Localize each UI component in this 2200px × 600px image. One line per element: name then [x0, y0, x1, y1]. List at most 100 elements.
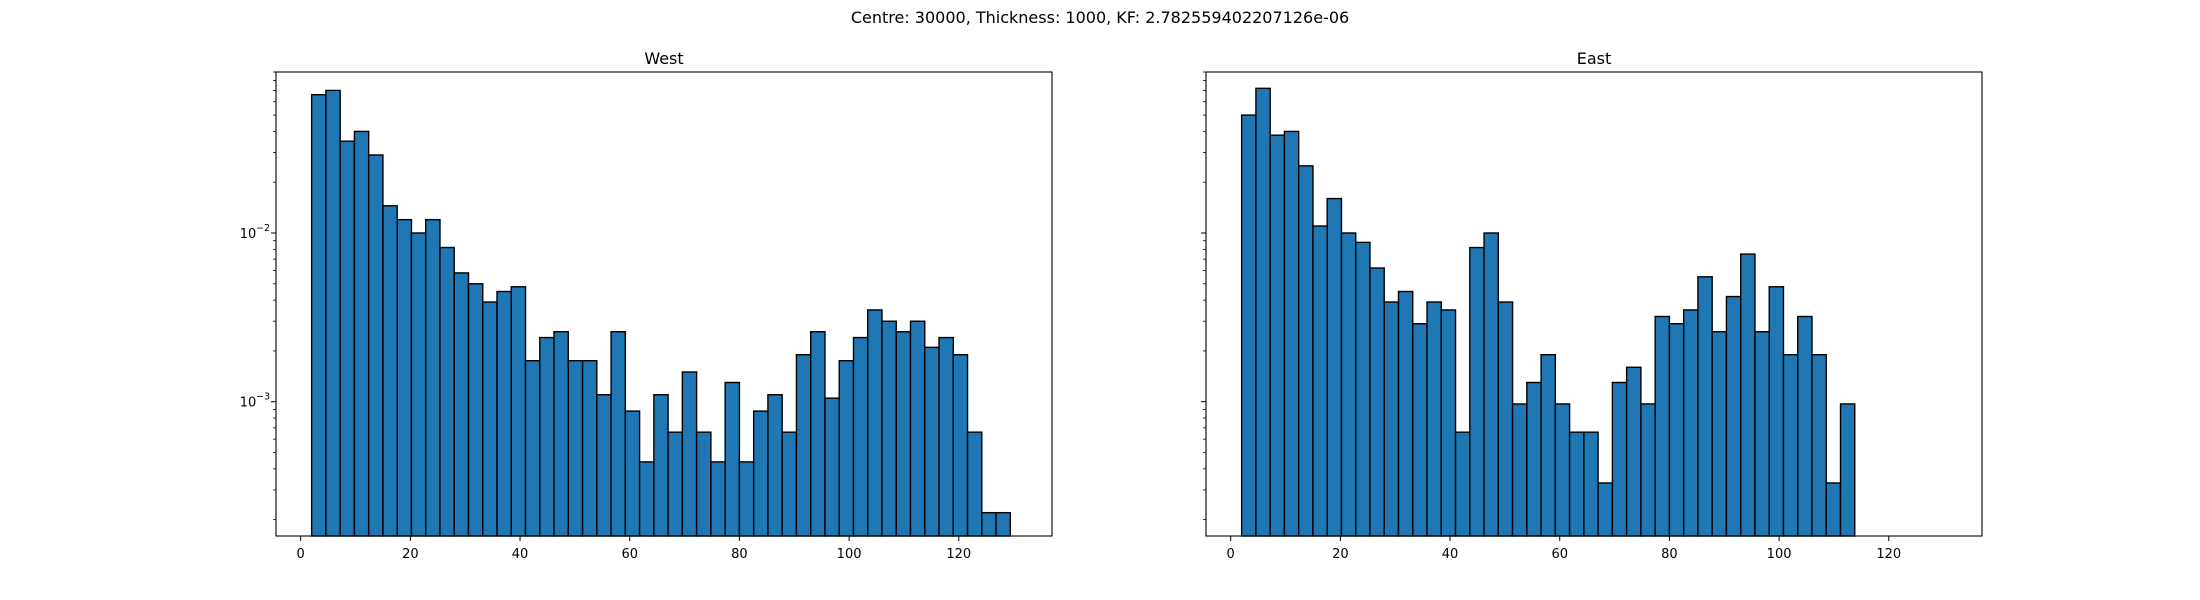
- east-panel-title: East: [1577, 49, 1612, 68]
- east-bar: [1583, 431, 1599, 537]
- east-bar: [1597, 482, 1614, 537]
- east-panel: East 0 20 40 60 80 100 120: [1201, 49, 1983, 562]
- west-x-tick-label: 40: [512, 547, 529, 562]
- east-bar: [1611, 381, 1628, 537]
- west-bar: [795, 353, 812, 537]
- east-bar: [1469, 246, 1485, 537]
- east-bar: [1568, 431, 1585, 537]
- west-bar: [767, 394, 783, 537]
- east-x-tick-label: 100: [1767, 547, 1792, 562]
- west-bar: [382, 205, 398, 537]
- west-bar: [852, 336, 869, 537]
- west-bar: [624, 410, 641, 537]
- west-bar: [810, 331, 826, 537]
- west-bar: [553, 331, 569, 537]
- west-bar: [567, 360, 584, 537]
- east-bar: [1497, 301, 1514, 537]
- east-bar: [1426, 301, 1442, 537]
- east-bar: [1668, 323, 1685, 537]
- east-bar: [1440, 309, 1457, 537]
- west-bar: [310, 94, 327, 537]
- east-bar: [1483, 232, 1500, 537]
- west-bar: [895, 331, 912, 537]
- west-x-tick-label: 0: [297, 547, 305, 562]
- west-bar: [596, 394, 612, 537]
- west-bar: [781, 431, 798, 537]
- west-bar: [496, 290, 512, 537]
- east-bar: [1725, 295, 1742, 537]
- east-bar: [1397, 290, 1414, 537]
- west-bar: [367, 154, 384, 537]
- figure-title: Centre: 30000, Thickness: 1000, KF: 2.78…: [850, 8, 1350, 27]
- west-x-tick-label: 120: [946, 547, 971, 562]
- west-x-tick-label: 100: [837, 547, 862, 562]
- east-x-tick-label: 60: [1551, 547, 1568, 562]
- west-bar: [966, 431, 983, 537]
- east-bar: [1283, 130, 1300, 537]
- east-bar: [1526, 381, 1542, 537]
- west-bar: [453, 272, 470, 537]
- west-y-tick-exponent: −2: [256, 223, 270, 234]
- east-bar: [1369, 267, 1385, 537]
- west-bar: [425, 218, 441, 537]
- west-bar: [695, 431, 712, 537]
- west-bar: [396, 218, 413, 537]
- east-bar: [1540, 353, 1557, 537]
- east-bar: [1625, 366, 1642, 537]
- west-bar: [938, 336, 954, 537]
- west-bar: [610, 331, 627, 537]
- west-bar: [724, 381, 741, 537]
- east-bar: [1811, 353, 1827, 537]
- west-bar: [681, 371, 698, 537]
- east-bar: [1255, 87, 1271, 537]
- west-bar: [867, 309, 883, 537]
- east-bar: [1739, 253, 1756, 537]
- west-bar: [653, 394, 669, 537]
- west-bar: [752, 410, 769, 537]
- west-x-tick-label: 60: [621, 547, 638, 562]
- east-bar: [1711, 331, 1728, 537]
- west-bar: [909, 320, 926, 537]
- east-bar: [1825, 482, 1842, 537]
- east-bar: [1682, 309, 1699, 537]
- east-bar: [1754, 331, 1770, 537]
- west-bar: [710, 461, 726, 537]
- west-panel-title: West: [644, 49, 683, 68]
- west-bar: [981, 511, 997, 537]
- east-bar: [1640, 403, 1656, 537]
- west-bar: [838, 360, 855, 537]
- west-bar: [638, 461, 655, 537]
- west-bar: [510, 286, 527, 537]
- west-bar: [524, 360, 541, 537]
- west-bar: [410, 232, 427, 537]
- east-x-tick-label: 0: [1227, 547, 1235, 562]
- west-bar: [581, 360, 598, 537]
- east-bar: [1340, 232, 1357, 537]
- west-bar: [482, 301, 498, 537]
- west-bar: [539, 336, 555, 537]
- east-bar: [1454, 431, 1471, 537]
- east-bar: [1383, 301, 1400, 537]
- west-bar: [738, 461, 755, 537]
- east-bar: [1240, 114, 1257, 537]
- west-bar: [881, 320, 897, 537]
- west-bar: [824, 397, 840, 537]
- west-bar: [467, 283, 484, 537]
- east-bar: [1654, 315, 1671, 537]
- east-bar: [1554, 403, 1571, 537]
- east-bar: [1782, 353, 1799, 537]
- west-bar: [995, 511, 1012, 537]
- east-x-tick-label: 120: [1876, 547, 1901, 562]
- east-bar: [1797, 315, 1813, 537]
- east-bar: [1297, 165, 1314, 537]
- east-x-tick-label: 40: [1442, 547, 1459, 562]
- east-bar: [1355, 241, 1371, 537]
- east-bar: [1511, 403, 1528, 537]
- east-bar: [1697, 276, 1713, 537]
- west-y-tick-label: 10: [240, 227, 257, 242]
- west-x-tick-label: 20: [402, 547, 419, 562]
- east-x-tick-label: 80: [1661, 547, 1678, 562]
- west-x-tick-label: 80: [731, 547, 748, 562]
